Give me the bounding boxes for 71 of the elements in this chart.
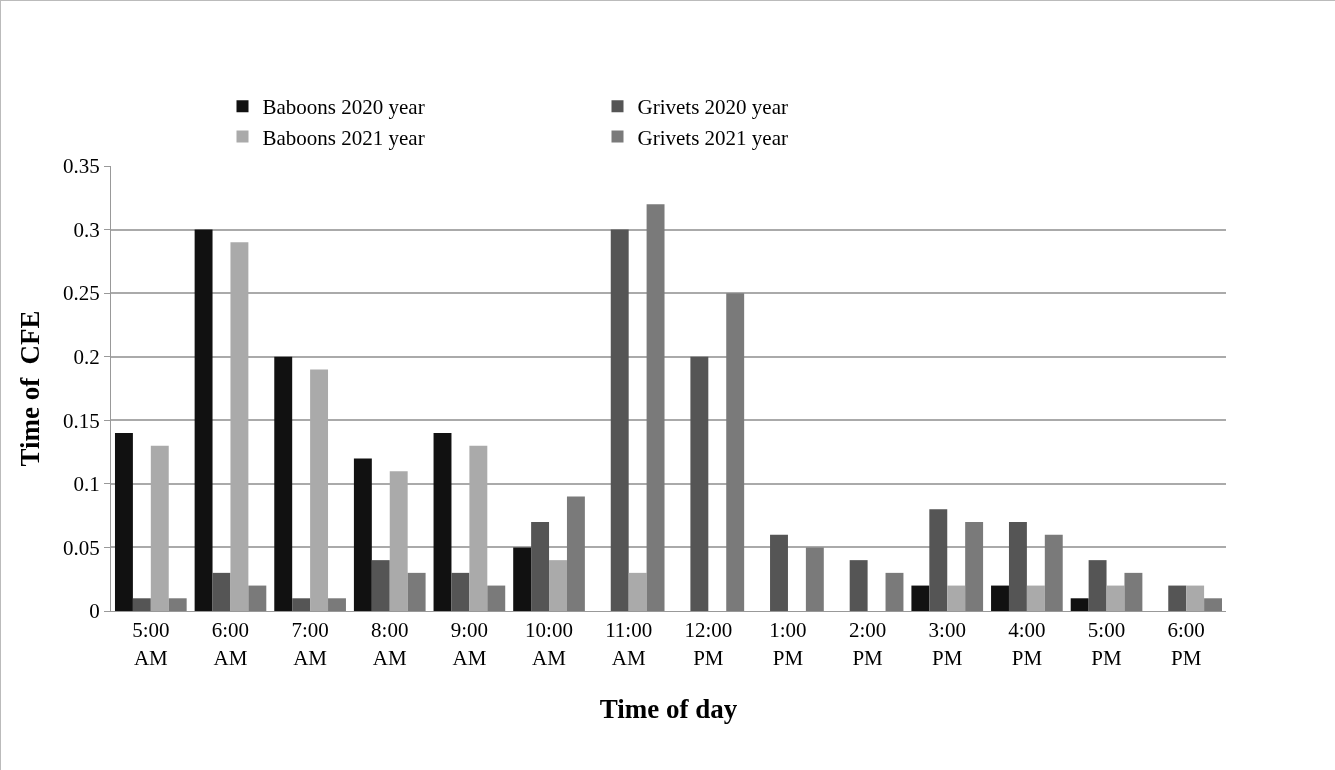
- bar: [328, 598, 346, 611]
- bar: [407, 572, 426, 611]
- x-tick-label: 10:00 AM: [525, 618, 573, 670]
- bar: [929, 509, 948, 611]
- x-tick-label: 8:00 AM: [371, 618, 409, 670]
- bar: [487, 585, 506, 611]
- bar: [610, 229, 629, 611]
- bar: [212, 572, 231, 611]
- y-tick-label: 0: [89, 599, 100, 624]
- bar: [628, 572, 647, 611]
- x-tick-label: 7:00 AM: [291, 618, 329, 670]
- bar: [114, 433, 133, 611]
- x-tick-label: 12:00 PM: [684, 618, 733, 670]
- x-tick-label: 6:00 AM: [211, 618, 250, 670]
- bar: [770, 534, 788, 611]
- bar: [433, 433, 452, 611]
- bar: [849, 560, 868, 611]
- bar: [991, 585, 1009, 611]
- legend-label: Grivets 2020 year: [637, 95, 788, 120]
- bar: [726, 293, 745, 611]
- bar: [132, 598, 151, 611]
- bar: [248, 585, 267, 611]
- bar: [371, 560, 390, 611]
- bar: [911, 585, 930, 611]
- bar: [885, 572, 904, 611]
- bar: [947, 585, 966, 611]
- bar: [1070, 598, 1089, 611]
- bar: [513, 547, 532, 611]
- bar: [353, 458, 372, 611]
- bar: [965, 522, 984, 611]
- x-tick-label: 6:00 PM: [1167, 618, 1205, 670]
- bar: [1044, 534, 1063, 611]
- bar: [1124, 572, 1143, 611]
- y-tick-label: 0.15: [63, 408, 100, 433]
- y-tick-label: 0.25: [63, 281, 100, 306]
- legend-label: Baboons 2021 year: [262, 125, 425, 150]
- legend-label: Grivets 2021 year: [637, 125, 788, 150]
- bar: [805, 547, 824, 611]
- legend-label: Baboons 2020 year: [262, 95, 425, 120]
- y-tick-label: 0.3: [73, 217, 100, 242]
- bar: [1168, 585, 1187, 611]
- x-axis-title: Time of day: [599, 693, 738, 724]
- bar: [1088, 560, 1107, 611]
- bar: [646, 204, 665, 611]
- y-axis-title: Time of CFE: [15, 310, 46, 467]
- y-tick-label: 0.2: [73, 345, 100, 370]
- bar: [690, 356, 709, 611]
- bar: [566, 496, 585, 611]
- x-tick-label: 4:00 PM: [1008, 618, 1046, 670]
- bar: [451, 572, 470, 611]
- x-tick-label: 5:00 AM: [132, 618, 170, 670]
- bar: [1008, 522, 1027, 611]
- bar: [194, 229, 213, 611]
- bar: [292, 598, 311, 611]
- bar: [531, 522, 550, 611]
- bar: [168, 598, 187, 611]
- bar: [1106, 585, 1125, 611]
- y-tick-label: 0.05: [63, 535, 100, 560]
- bar: [1186, 585, 1205, 611]
- bar: [1026, 585, 1045, 611]
- x-tick-label: 9:00 AM: [450, 618, 489, 670]
- y-tick-label: 0.35: [63, 154, 100, 179]
- x-tick-label: 3:00 PM: [928, 618, 966, 670]
- bar: [274, 356, 293, 611]
- bar: [549, 560, 567, 611]
- x-tick-label: 5:00 PM: [1087, 618, 1126, 670]
- x-tick-label: 1:00 PM: [769, 618, 807, 670]
- bar: [1204, 598, 1223, 611]
- x-tick-label: 2:00 PM: [848, 618, 887, 670]
- y-tick-label: 0.1: [73, 472, 100, 497]
- x-tick-label: 11:00 AM: [605, 618, 653, 670]
